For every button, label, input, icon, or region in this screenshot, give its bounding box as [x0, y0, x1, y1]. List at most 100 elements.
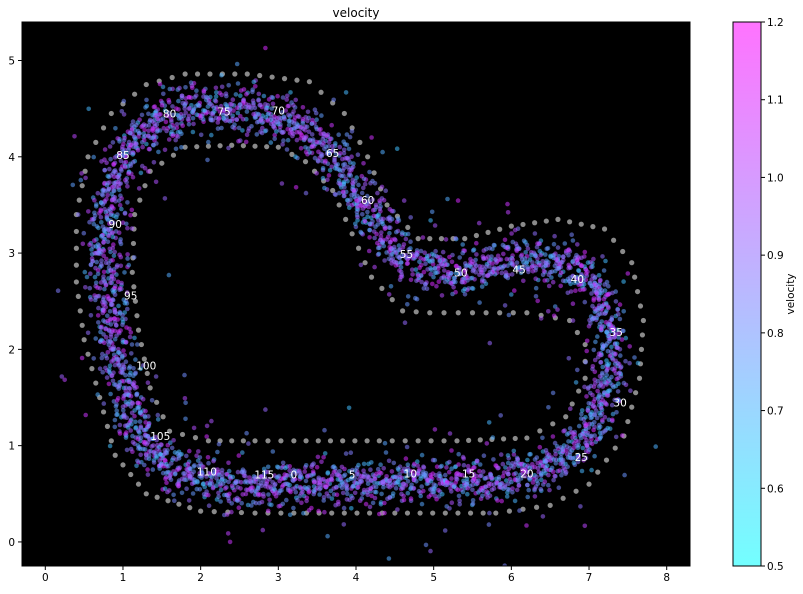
velocity-point	[205, 104, 211, 109]
velocity-point	[535, 241, 540, 246]
velocity-point	[109, 301, 114, 307]
outer-border-dot	[601, 226, 608, 232]
velocity-point	[477, 468, 482, 474]
velocity-point	[319, 459, 324, 465]
velocity-point	[235, 498, 240, 504]
velocity-point	[319, 154, 324, 159]
velocity-point	[606, 283, 611, 289]
velocity-point	[151, 443, 156, 448]
velocity-point	[107, 367, 112, 372]
velocity-point	[85, 330, 91, 336]
velocity-point	[220, 112, 226, 118]
velocity-point	[381, 466, 387, 471]
velocity-point	[462, 269, 468, 274]
velocity-point	[192, 463, 197, 468]
velocity-point	[139, 459, 144, 465]
velocity-point	[596, 273, 602, 278]
velocity-point	[479, 284, 485, 289]
velocity-point	[348, 450, 354, 456]
velocity-point	[553, 474, 558, 479]
velocity-point	[183, 96, 189, 101]
inner-border-dot	[170, 152, 177, 158]
inner-border-dot	[229, 142, 235, 148]
velocity-point	[250, 98, 256, 103]
velocity-point	[418, 248, 424, 254]
velocity-point	[183, 400, 188, 406]
velocity-point	[108, 249, 113, 255]
velocity-point	[601, 268, 607, 273]
velocity-point	[143, 408, 148, 414]
outer-border-dot	[100, 125, 107, 131]
velocity-point	[108, 331, 114, 337]
inner-border-dot	[194, 144, 200, 150]
velocity-point	[394, 229, 399, 235]
velocity-point	[587, 447, 592, 453]
velocity-point	[341, 193, 347, 199]
velocity-point	[109, 359, 114, 364]
velocity-point	[243, 491, 249, 497]
velocity-point	[453, 236, 458, 241]
velocity-point	[111, 253, 117, 258]
velocity-point	[570, 301, 576, 307]
velocity-point	[532, 494, 538, 499]
velocity-point	[204, 423, 210, 429]
velocity-point	[610, 411, 616, 417]
velocity-point	[249, 503, 254, 508]
velocity-point	[93, 280, 99, 286]
velocity-point	[399, 475, 405, 481]
velocity-point	[602, 282, 607, 287]
velocity-point	[86, 209, 91, 214]
velocity-point	[100, 351, 105, 357]
velocity-point	[529, 264, 535, 270]
velocity-point	[95, 251, 101, 256]
velocity-point	[387, 244, 393, 250]
velocity-point	[365, 481, 371, 487]
velocity-point	[108, 322, 114, 327]
outer-border-dot	[612, 445, 618, 451]
velocity-point	[80, 241, 86, 247]
velocity-point	[529, 252, 534, 258]
velocity-point	[582, 523, 588, 529]
velocity-point	[130, 174, 136, 180]
velocity-point	[244, 109, 250, 114]
colorbar-tick-label: 0.5	[767, 561, 784, 573]
velocity-point	[311, 488, 317, 494]
inner-border-dot	[389, 438, 395, 444]
velocity-point	[562, 241, 568, 246]
velocity-point	[431, 274, 436, 280]
velocity-point	[605, 292, 611, 298]
outer-border-dot	[165, 498, 171, 504]
velocity-point	[263, 481, 268, 487]
velocity-point	[303, 149, 309, 155]
velocity-point	[94, 259, 99, 265]
velocity-point	[379, 184, 385, 190]
velocity-point	[514, 260, 520, 266]
velocity-point	[462, 292, 468, 297]
velocity-point	[403, 456, 409, 461]
velocity-point	[583, 422, 589, 427]
velocity-point	[142, 127, 147, 133]
velocity-point	[95, 313, 101, 318]
velocity-point	[582, 249, 588, 255]
velocity-point	[150, 112, 155, 118]
velocity-point	[584, 394, 589, 399]
velocity-point	[506, 312, 512, 318]
velocity-point	[479, 279, 485, 284]
velocity-point	[284, 147, 290, 152]
velocity-point	[128, 393, 134, 399]
velocity-point	[187, 95, 192, 100]
velocity-point	[321, 455, 326, 460]
velocity-point	[575, 367, 580, 373]
outer-border-dot	[76, 197, 82, 203]
velocity-point	[123, 372, 128, 378]
velocity-point	[341, 150, 347, 156]
velocity-point	[149, 398, 155, 403]
inner-border-dot	[563, 414, 569, 420]
velocity-point	[436, 279, 442, 285]
velocity-point	[243, 478, 249, 484]
velocity-point	[240, 116, 246, 122]
velocity-point	[432, 223, 438, 228]
velocity-point	[378, 501, 384, 507]
velocity-point	[535, 298, 540, 304]
velocity-point	[372, 235, 377, 241]
